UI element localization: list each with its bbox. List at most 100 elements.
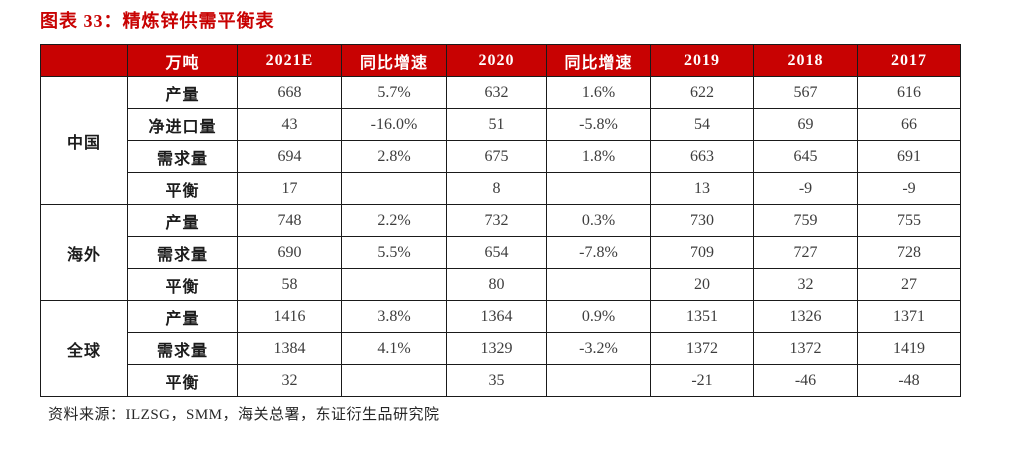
- data-source: 资料来源：ILZSG，SMM，海关总署，东证衍生品研究院: [48, 407, 440, 423]
- value-cell: 0.3%: [546, 204, 651, 237]
- value-cell: 69: [753, 108, 858, 141]
- value-cell: -7.8%: [546, 236, 651, 269]
- value-cell: 616: [857, 76, 961, 109]
- value-cell: [341, 364, 447, 397]
- value-cell: 43: [237, 108, 342, 141]
- header-cell-unit: 万吨: [127, 44, 238, 77]
- value-cell: [546, 364, 651, 397]
- value-cell: 748: [237, 204, 342, 237]
- value-cell: 66: [857, 108, 961, 141]
- value-cell: 567: [753, 76, 858, 109]
- region-cell-overseas: 海外: [40, 204, 128, 301]
- item-cell: 产量: [127, 300, 238, 333]
- value-cell: -46: [753, 364, 858, 397]
- table-row: 平衡 58 80 20 32 27: [41, 268, 961, 301]
- table-row: 中国 产量 668 5.7% 632 1.6% 622 567 616: [40, 76, 961, 205]
- value-cell: [546, 172, 651, 205]
- value-cell: 5.5%: [341, 236, 447, 269]
- value-cell: 5.7%: [341, 76, 447, 109]
- value-cell: 727: [753, 236, 858, 269]
- value-cell: [341, 172, 447, 205]
- value-cell: [546, 268, 651, 301]
- value-cell: 730: [650, 204, 754, 237]
- table-row: 需求量 1384 4.1% 1329 -3.2% 1372 1372 1419: [41, 332, 961, 365]
- value-cell: 728: [857, 236, 961, 269]
- value-cell: 632: [446, 76, 547, 109]
- value-cell: 1372: [650, 332, 754, 365]
- value-cell: -3.2%: [546, 332, 651, 365]
- item-cell: 平衡: [127, 364, 238, 397]
- value-cell: [341, 268, 447, 301]
- value-cell: 694: [237, 140, 342, 173]
- header-cell-2018: 2018: [753, 44, 858, 77]
- figure-title: 图表 33：精炼锌供需平衡表: [40, 11, 275, 31]
- value-cell: -5.8%: [546, 108, 651, 141]
- value-cell: 690: [237, 236, 342, 269]
- table-row: 需求量 690 5.5% 654 -7.8% 709 727 728: [41, 236, 961, 269]
- header-cell-region: [40, 44, 128, 77]
- value-cell: 27: [857, 268, 961, 301]
- value-cell: 1419: [857, 332, 961, 365]
- value-cell: 732: [446, 204, 547, 237]
- value-cell: 32: [753, 268, 858, 301]
- value-cell: -21: [650, 364, 754, 397]
- item-cell: 产量: [127, 76, 238, 109]
- table-row: 需求量 694 2.8% 675 1.8% 663 645 691: [41, 140, 961, 173]
- value-cell: 755: [857, 204, 961, 237]
- value-cell: 1326: [753, 300, 858, 333]
- value-cell: 20: [650, 268, 754, 301]
- item-cell: 净进口量: [127, 108, 238, 141]
- header-cell-2020: 2020: [446, 44, 547, 77]
- table-row: 平衡 17 8 13 -9 -9: [41, 172, 961, 205]
- value-cell: 2.2%: [341, 204, 447, 237]
- value-cell: -48: [857, 364, 961, 397]
- value-cell: 0.9%: [546, 300, 651, 333]
- header-cell-2017: 2017: [857, 44, 961, 77]
- item-cell: 需求量: [127, 140, 238, 173]
- value-cell: 1371: [857, 300, 961, 333]
- table-row: 全球 产量 1416 3.8% 1364 0.9% 1351 1326 1371: [40, 300, 961, 397]
- region-cell-china: 中国: [40, 76, 128, 205]
- header-cell-yoy-1: 同比增速: [341, 44, 447, 77]
- value-cell: 1.6%: [546, 76, 651, 109]
- value-cell: 13: [650, 172, 754, 205]
- value-cell: -9: [857, 172, 961, 205]
- value-cell: 3.8%: [341, 300, 447, 333]
- value-cell: 645: [753, 140, 858, 173]
- value-cell: 17: [237, 172, 342, 205]
- value-cell: 51: [446, 108, 547, 141]
- zinc-balance-table: 万吨 2021E 同比增速 2020 同比增速 2019 2018 2017 中…: [40, 44, 961, 397]
- value-cell: 663: [650, 140, 754, 173]
- value-cell: 1372: [753, 332, 858, 365]
- value-cell: 691: [857, 140, 961, 173]
- value-cell: 1364: [446, 300, 547, 333]
- header-cell-yoy-2: 同比增速: [546, 44, 651, 77]
- value-cell: 8: [446, 172, 547, 205]
- item-cell: 平衡: [127, 172, 238, 205]
- region-cell-global: 全球: [40, 300, 128, 397]
- value-cell: 675: [446, 140, 547, 173]
- value-cell: 1.8%: [546, 140, 651, 173]
- item-cell: 需求量: [127, 332, 238, 365]
- value-cell: 654: [446, 236, 547, 269]
- table-row: 海外 产量 748 2.2% 732 0.3% 730 759 755: [40, 204, 961, 301]
- value-cell: 32: [237, 364, 342, 397]
- header-row: 万吨 2021E 同比增速 2020 同比增速 2019 2018 2017: [40, 44, 961, 77]
- header-cell-2019: 2019: [650, 44, 754, 77]
- value-cell: 759: [753, 204, 858, 237]
- value-cell: 668: [237, 76, 342, 109]
- value-cell: 1384: [237, 332, 342, 365]
- value-cell: 709: [650, 236, 754, 269]
- item-cell: 产量: [127, 204, 238, 237]
- table-row: 净进口量 43 -16.0% 51 -5.8% 54 69 66: [41, 108, 961, 141]
- value-cell: 58: [237, 268, 342, 301]
- item-cell: 平衡: [127, 268, 238, 301]
- value-cell: 35: [446, 364, 547, 397]
- value-cell: -9: [753, 172, 858, 205]
- value-cell: 80: [446, 268, 547, 301]
- item-cell: 需求量: [127, 236, 238, 269]
- value-cell: 622: [650, 76, 754, 109]
- value-cell: 1351: [650, 300, 754, 333]
- value-cell: 54: [650, 108, 754, 141]
